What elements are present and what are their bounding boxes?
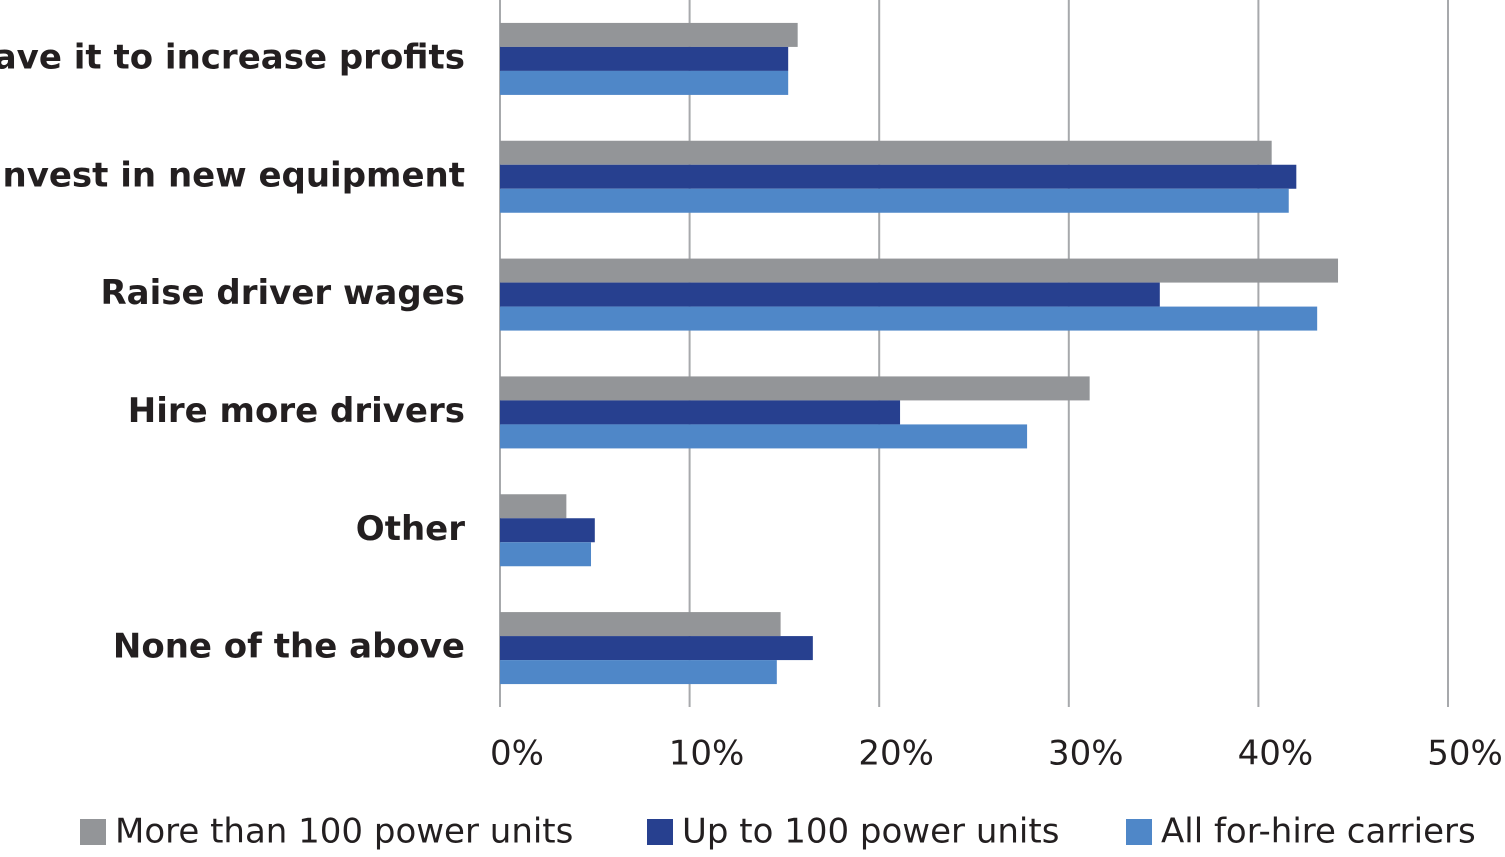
bar (500, 282, 1160, 307)
x-tick-label: 0% (490, 734, 544, 774)
bar (500, 376, 1090, 401)
bar (500, 542, 592, 567)
bar (500, 518, 595, 543)
bar (500, 424, 1028, 449)
y-tick-label: Hire more drivers (128, 391, 465, 431)
y-tick-label: Raise driver wages (101, 273, 466, 313)
y-tick-label: Save it to increase profits (0, 37, 465, 77)
y-tick-label: None of the above (113, 627, 465, 667)
bar (500, 22, 798, 47)
bar (500, 258, 1339, 283)
bar (500, 400, 901, 425)
legend-label: All for-hire carriers (1161, 812, 1476, 852)
legend-label: Up to 100 power units (682, 812, 1059, 852)
bar (500, 306, 1318, 331)
bar (500, 494, 567, 519)
bar (500, 46, 789, 71)
y-tick-label: Invest in new equipment (0, 155, 465, 195)
x-tick-label: 20% (858, 734, 934, 774)
bar (500, 70, 789, 95)
x-tick-label: 40% (1238, 734, 1314, 774)
x-tick-label: 10% (669, 734, 745, 774)
bar (500, 188, 1289, 213)
bar (500, 636, 813, 661)
legend-swatch (80, 819, 106, 845)
bar (500, 164, 1297, 189)
legend-swatch (1126, 819, 1152, 845)
x-tick-label: 50% (1427, 734, 1503, 774)
x-tick-label: 30% (1048, 734, 1124, 774)
legend-swatch (647, 819, 673, 845)
bar (500, 140, 1272, 165)
legend-label: More than 100 power units (115, 812, 573, 852)
bar (500, 612, 781, 637)
y-tick-label: Other (356, 509, 465, 549)
bar (500, 660, 777, 685)
